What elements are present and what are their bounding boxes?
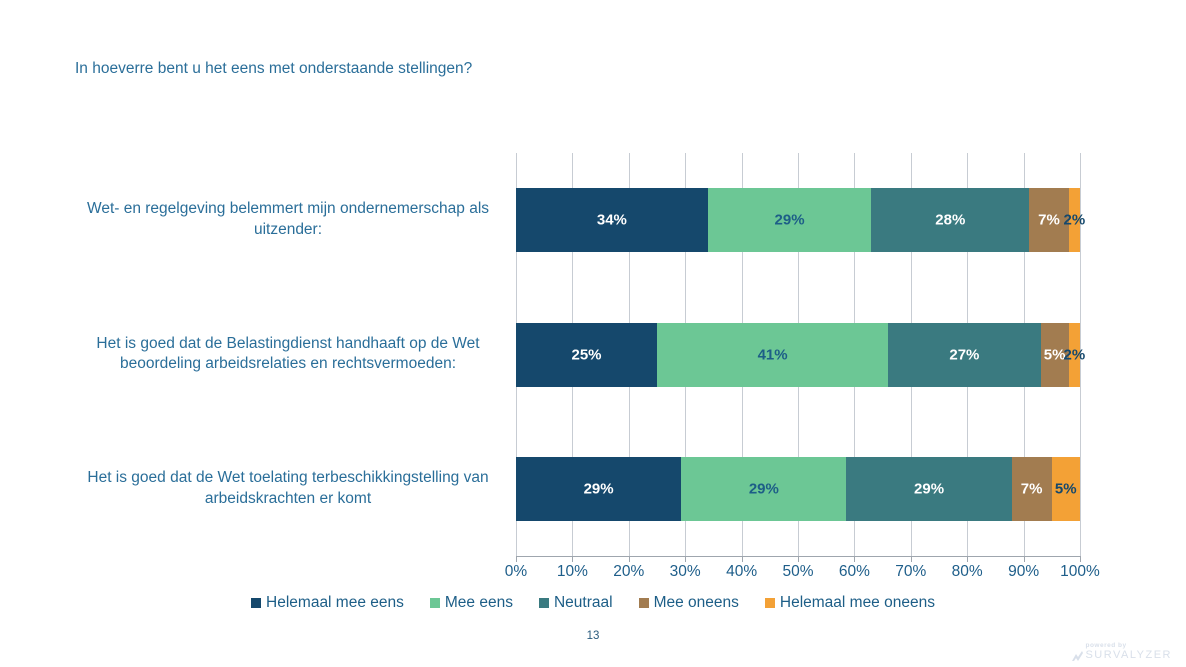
bar-segment-mee-eens: 41% (657, 322, 889, 387)
x-axis-tick-label: 20% (613, 563, 645, 580)
x-axis-tick-label: 50% (782, 563, 814, 580)
page-number: 13 (586, 630, 600, 642)
bar-segment-value: 29% (774, 211, 805, 229)
bar-segment-mee-oneens: 5% (1040, 322, 1069, 387)
bar-segment-helemaal-mee-oneens: 5% (1051, 456, 1081, 521)
bar-segment-value: 7% (1038, 211, 1060, 229)
bar-segment-value: 28% (935, 211, 966, 229)
bar-segment-helemaal-mee-eens: 25% (516, 322, 657, 387)
x-axis-tick-label: 70% (895, 563, 927, 580)
bar-segment-helemaal-mee-oneens: 2% (1064, 322, 1085, 387)
bar-segment-mee-eens: 29% (707, 188, 872, 253)
x-axis-tick-label: 60% (838, 563, 870, 580)
category-label: Het is goed dat de Wet toelating terbesc… (87, 468, 489, 507)
bar-segment-mee-oneens: 7% (1011, 456, 1052, 521)
survalyzer-logo: powered by SURVALYZER (1072, 641, 1172, 662)
x-axis-tick-label: 100% (1060, 563, 1100, 580)
legend-label: Neutraal (553, 594, 613, 611)
bar-segment-helemaal-mee-oneens: 2% (1064, 188, 1085, 253)
axis-tick (1080, 556, 1081, 562)
bar-segment-helemaal-mee-eens: 29% (516, 456, 682, 521)
plot-area: 34% 29% 28% 7% 2% 25% 41% 27% 5% 2% 29% 29% 29% 7% 5% (516, 153, 1085, 562)
legend-item-helemaal-mee-eens: Helemaal mee eens (251, 594, 404, 612)
legend-item-mee-oneens: Mee oneens (638, 594, 739, 612)
bar-segment-value: 5% (1043, 346, 1066, 363)
legend-label: Helemaal mee oneens (779, 594, 935, 611)
bar-segment-value: 41% (757, 346, 788, 363)
x-axis-tick-label: 80% (951, 563, 983, 580)
x-axis-tick-label: 0% (504, 563, 528, 580)
axis-tick (741, 556, 743, 562)
bar-segment-value: 34% (596, 211, 627, 229)
bar-segment-value: 29% (748, 480, 779, 498)
bar-segment-mee-oneens: 7% (1029, 188, 1069, 253)
axis-tick (572, 556, 574, 562)
bar-row: 29% 29% 29% 7% 5% (516, 456, 1081, 521)
axis-tick (685, 556, 687, 562)
legend-label: Helemaal mee eens (266, 594, 404, 611)
bar-row: 34% 29% 28% 7% 2% (516, 188, 1085, 253)
legend-swatch-icon (538, 598, 549, 608)
axis-tick (967, 556, 969, 562)
bar-row: 25% 41% 27% 5% 2% (516, 322, 1085, 387)
powered-by-text: powered by (1085, 641, 1127, 649)
legend-swatch-icon (764, 598, 775, 608)
bar-segment-value: 27% (949, 346, 980, 363)
bar-segment-value: 29% (914, 480, 945, 498)
bar-segment-value: 5% (1054, 480, 1077, 498)
bar-segment-helemaal-mee-eens: 34% (516, 188, 708, 253)
bar-segment-mee-eens: 29% (681, 456, 847, 521)
survalyzer-zigzag-icon (1072, 650, 1084, 661)
x-axis-tick-label: 10% (556, 563, 588, 580)
legend-item-helemaal-mee-oneens: Helemaal mee oneens (764, 594, 935, 612)
axis-tick (1023, 556, 1025, 562)
axis-tick (516, 556, 517, 562)
bar-segment-value: 2% (1063, 346, 1086, 363)
legend-item-neutraal: Neutraal (538, 594, 613, 612)
bar-segment-value: 7% (1020, 480, 1043, 498)
category-label: Wet- en regelgeving belemmert mijn onder… (86, 200, 490, 239)
category-label: Het is goed dat de Belastingdienst handh… (96, 334, 480, 373)
brand-text: SURVALYZER (1085, 649, 1172, 661)
x-axis-tick-label: 30% (669, 563, 701, 580)
legend: Helemaal mee eens Mee eens Neutraal Mee one… (0, 594, 1186, 612)
legend-swatch-icon (251, 598, 262, 608)
bar-segment-value: 25% (571, 346, 602, 363)
legend-swatch-icon (429, 598, 440, 608)
legend-label: Mee eens (444, 594, 513, 611)
bar-segment-neutraal: 28% (871, 188, 1030, 253)
axis-tick (854, 556, 856, 562)
axis-tick (798, 556, 799, 562)
legend-swatch-icon (638, 598, 649, 608)
bar-segment-neutraal: 27% (888, 322, 1041, 387)
gridline (1080, 153, 1081, 556)
legend-label: Mee oneens (653, 594, 739, 611)
x-axis-tick-label: 40% (726, 563, 758, 580)
axis-tick (910, 556, 912, 562)
bar-segment-value: 29% (583, 480, 614, 498)
bar-segment-neutraal: 29% (846, 456, 1012, 521)
chart-title: In hoeverre bent u het eens met ondersta… (75, 60, 473, 77)
axis-tick (628, 556, 630, 562)
bar-segment-value: 2% (1063, 211, 1086, 229)
legend-item-mee-eens: Mee eens (429, 594, 513, 612)
x-axis-tick-label: 90% (1008, 563, 1040, 580)
